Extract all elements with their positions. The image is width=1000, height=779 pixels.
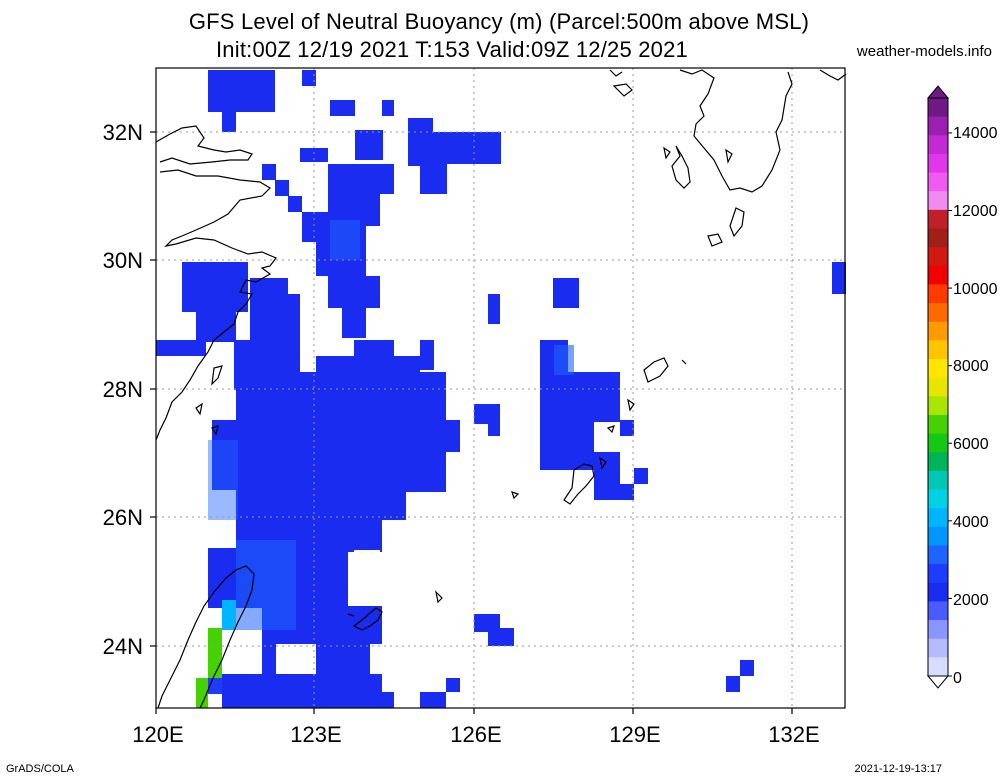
colorbar-segment [928, 303, 948, 323]
colorbar-segment [928, 526, 948, 546]
colorbar-segment [928, 172, 948, 192]
colorbar-segment [928, 228, 948, 248]
colorbar-min-arrow [926, 675, 950, 689]
higher-value-shading [196, 220, 574, 708]
colorbar-label-14000: 14000 [953, 125, 998, 142]
buoyancy-fill [156, 70, 846, 708]
colorbar-segment [928, 116, 948, 136]
colorbar-segment [928, 284, 948, 304]
lat-label-32n: 32N [103, 120, 143, 145]
lat-label-24n: 24N [103, 634, 143, 659]
colorbar-segment [928, 564, 948, 584]
lat-label-26n: 26N [103, 505, 143, 530]
colorbar-label-10000: 10000 [953, 281, 998, 298]
colorbar-segment [928, 153, 948, 174]
brand-label: weather-models.info [856, 43, 992, 60]
colorbar-segment [928, 545, 948, 565]
colorbar-labels: 14000 12000 10000 8000 6000 4000 2000 0 [953, 125, 998, 687]
colorbar-frame [927, 97, 949, 677]
colorbar-segment [928, 620, 948, 640]
colorbar-label-8000: 8000 [953, 358, 989, 375]
lat-lon-grid [156, 68, 845, 708]
colorbar-label-4000: 4000 [953, 514, 989, 531]
colorbar-segment [928, 340, 948, 360]
colorbar-label-0: 0 [953, 670, 962, 687]
colorbar-segment [928, 657, 948, 677]
colorbar-segment [928, 377, 948, 397]
lon-label-126e: 126E [450, 722, 501, 747]
colorbar-segment [928, 135, 948, 155]
colorbar-segment [928, 414, 948, 435]
colorbar-segment [928, 601, 948, 621]
chart-title: GFS Level of Neutral Buoyancy (m) (Parce… [188, 9, 810, 34]
footer-credit: GrADS/COLA [6, 763, 74, 775]
coastlines [155, 69, 847, 709]
plot-frame [155, 67, 846, 709]
colorbar-segment [928, 470, 948, 491]
lat-label-30n: 30N [103, 248, 143, 273]
footer-timestamp: 2021-12-19-13:17 [854, 763, 942, 775]
colorbar-max-arrow [926, 85, 950, 99]
colorbar-label-2000: 2000 [953, 592, 989, 609]
colorbar-segment [928, 396, 948, 416]
lon-label-120e: 120E [132, 722, 183, 747]
axis-ticks [150, 131, 793, 714]
lon-label-132e: 132E [768, 722, 819, 747]
colorbar-segment [928, 98, 948, 118]
colorbar-segment [928, 247, 948, 267]
colorbar-segment [928, 265, 948, 285]
colorbar-label-6000: 6000 [953, 436, 989, 453]
chart-subtitle: Init:00Z 12/19 2021 T:153 Valid:09Z 12/2… [216, 37, 688, 62]
colorbar-segment [928, 582, 948, 602]
colorbar [926, 85, 952, 689]
colorbar-segment [928, 191, 948, 211]
lon-label-123e: 123E [290, 722, 341, 747]
colorbar-segment [928, 209, 948, 230]
lat-label-28n: 28N [103, 377, 143, 402]
colorbar-segment [928, 433, 948, 453]
colorbar-label-12000: 12000 [953, 203, 998, 220]
colorbar-segment [928, 321, 948, 341]
colorbar-segment [928, 508, 948, 528]
lon-label-129e: 129E [609, 722, 660, 747]
colorbar-segment [928, 489, 948, 509]
colorbar-segment [928, 452, 948, 472]
colorbar-segment [928, 638, 948, 658]
colorbar-segment [928, 359, 948, 379]
